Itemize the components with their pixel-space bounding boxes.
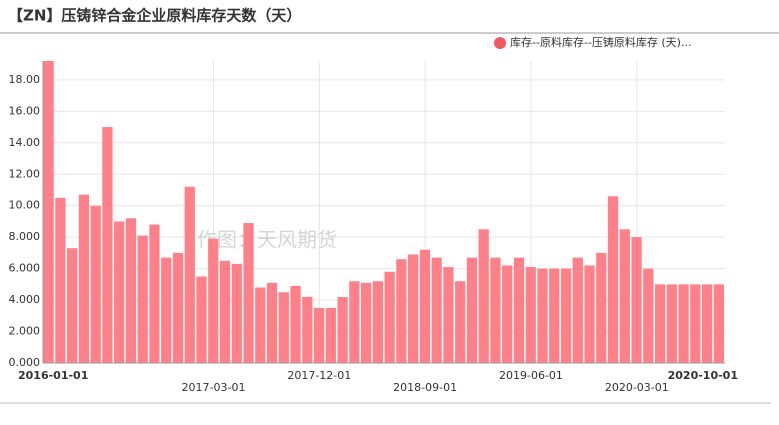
y-tick-label: 16.00 (9, 104, 41, 117)
bar (184, 186, 195, 363)
bar (149, 224, 160, 363)
legend-label: 库存--原料库存--压铸原料库存 (天)... (510, 35, 691, 49)
x-tick-label: 2018-09-01 (393, 381, 457, 394)
legend-marker (494, 37, 506, 49)
bar (337, 296, 348, 363)
y-tick-label: 10.00 (9, 199, 41, 212)
bar (325, 307, 336, 363)
bar (67, 248, 78, 363)
bar (161, 257, 172, 363)
bar (313, 307, 325, 363)
bar (654, 284, 666, 363)
bar (572, 257, 583, 363)
bar (701, 284, 713, 363)
bar (360, 282, 372, 363)
bar (690, 284, 701, 363)
chart-title: 【ZN】压铸锌合金企业原料库存天数（天） (8, 7, 301, 25)
bar (372, 281, 383, 363)
bar (384, 271, 395, 363)
x-tick-label: 2016-01-01 (18, 369, 88, 382)
bar (78, 194, 90, 363)
bar (231, 263, 242, 363)
bar (255, 287, 266, 363)
bar (490, 257, 501, 363)
bar (396, 259, 407, 363)
y-tick-label: 12.00 (9, 167, 41, 180)
bar (43, 61, 54, 363)
bar (243, 223, 254, 363)
bar (114, 221, 125, 363)
bar (466, 257, 478, 363)
bar (607, 196, 619, 363)
bar (408, 254, 419, 363)
bar (90, 205, 101, 363)
bar (678, 284, 689, 363)
bar (643, 268, 654, 363)
bar (125, 218, 137, 363)
bar (596, 252, 607, 363)
bar (560, 268, 572, 363)
bar (278, 292, 289, 363)
x-tick-label: 2017-12-01 (287, 369, 351, 382)
y-tick-label: 18.00 (9, 73, 41, 86)
bar (443, 267, 454, 363)
bar (478, 229, 489, 363)
bar (525, 267, 536, 363)
bar (219, 260, 231, 363)
bar (302, 296, 313, 363)
bar (619, 229, 630, 363)
bar (266, 282, 278, 363)
bar (55, 197, 66, 363)
bar (513, 257, 525, 363)
bar (137, 235, 148, 363)
bar (290, 285, 301, 363)
bar (172, 252, 184, 363)
x-tick-label: 2017-03-01 (182, 381, 246, 394)
watermark: 作图：天风期货 (197, 228, 337, 252)
y-tick-label: 6.000 (9, 262, 41, 275)
bar (666, 284, 677, 363)
x-tick-label: 2020-03-01 (605, 381, 669, 394)
y-tick-label: 8.000 (9, 230, 41, 243)
x-tick-label: 2020-10-01 (668, 369, 738, 382)
bar (102, 127, 113, 363)
bar (584, 265, 595, 363)
y-tick-label: 0.000 (9, 356, 41, 369)
bar (208, 238, 219, 363)
y-tick-label: 4.000 (9, 293, 41, 306)
bar (455, 281, 466, 363)
bar (419, 249, 431, 363)
bar (431, 257, 442, 363)
y-tick-label: 2.000 (9, 325, 41, 338)
bar (196, 276, 207, 363)
x-tick-label: 2019-06-01 (499, 369, 563, 382)
bar (549, 268, 560, 363)
bar (631, 237, 642, 363)
y-tick-label: 14.00 (9, 136, 41, 149)
bar (349, 281, 360, 363)
bar (502, 265, 513, 363)
bar (537, 268, 548, 363)
bar (713, 284, 724, 363)
